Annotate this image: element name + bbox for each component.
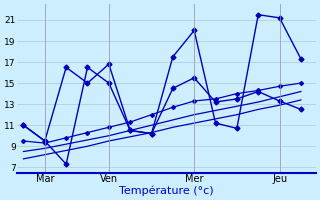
X-axis label: Température (°c): Température (°c) [119, 185, 214, 196]
